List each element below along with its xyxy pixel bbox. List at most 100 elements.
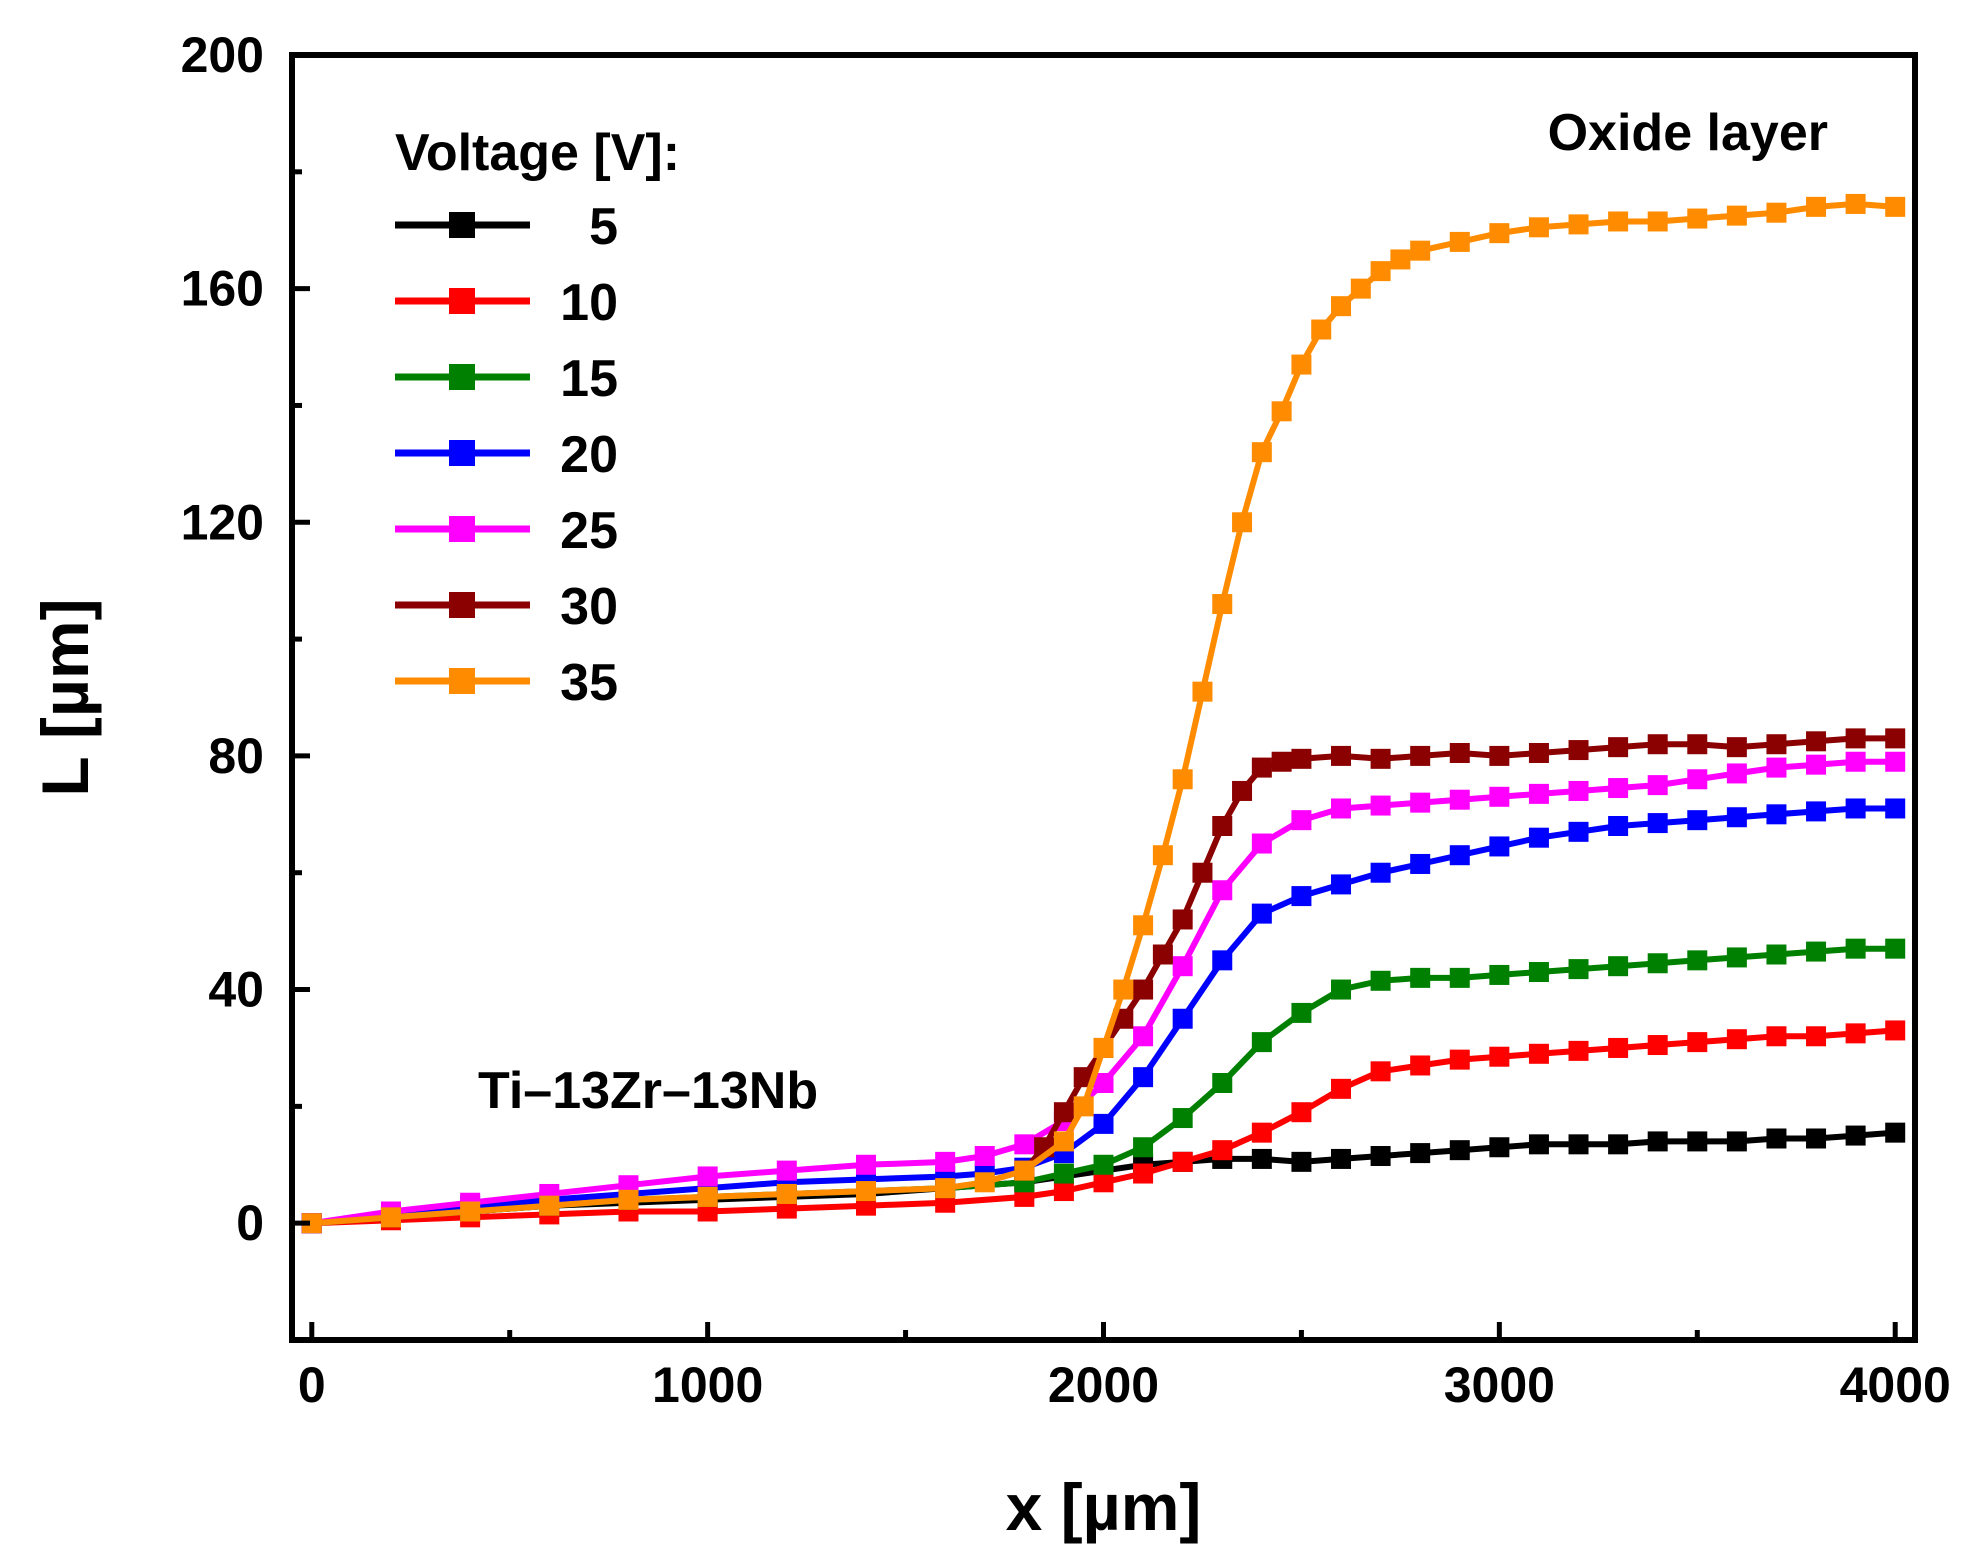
data-point <box>1806 1026 1827 1047</box>
data-point <box>1845 1023 1866 1044</box>
legend-label: 30 <box>560 578 618 636</box>
legend-item-30: 30 <box>395 578 618 636</box>
data-point <box>1133 1137 1154 1158</box>
data-point <box>1291 748 1312 769</box>
data-point <box>1053 1163 1074 1184</box>
data-point <box>1766 944 1787 965</box>
data-point <box>1331 1148 1352 1169</box>
data-point <box>1568 740 1589 761</box>
data-point <box>1449 1049 1470 1070</box>
legend-item-5: 5 <box>395 198 618 256</box>
data-point <box>1528 962 1549 983</box>
data-point <box>1232 780 1253 801</box>
data-point <box>1271 751 1292 772</box>
data-point <box>1726 1131 1747 1152</box>
legend-item-10: 10 <box>395 274 618 332</box>
data-point <box>1410 792 1431 813</box>
data-point <box>1133 1026 1154 1047</box>
data-point <box>1647 1131 1668 1152</box>
data-point <box>1331 798 1352 819</box>
data-point <box>1093 1073 1114 1093</box>
legend-label: 35 <box>560 654 618 712</box>
data-point <box>935 1178 956 1199</box>
data-point <box>1687 950 1708 971</box>
data-point <box>1390 249 1411 270</box>
data-point <box>776 1183 797 1204</box>
data-point <box>1608 1037 1629 1058</box>
data-point <box>1271 401 1292 422</box>
series-35 <box>301 193 1906 1234</box>
data-point <box>1489 786 1510 807</box>
y-tick-label: 120 <box>181 494 264 550</box>
data-point <box>301 1213 322 1234</box>
data-point <box>1489 745 1510 766</box>
data-point <box>1251 757 1272 778</box>
data-point <box>1845 728 1866 749</box>
data-point <box>1766 202 1787 223</box>
data-point <box>1687 1131 1708 1152</box>
legend-label: 15 <box>560 350 618 408</box>
data-point <box>1172 769 1193 790</box>
data-point <box>1885 1020 1906 1041</box>
data-point <box>1726 947 1747 968</box>
data-point <box>1212 950 1233 971</box>
data-point <box>1647 813 1668 834</box>
data-point <box>1647 775 1668 796</box>
data-point <box>1291 1151 1312 1172</box>
data-point <box>1053 1181 1074 1202</box>
x-axis-title: x [µm] <box>1006 1470 1202 1544</box>
data-point <box>1687 208 1708 229</box>
data-point <box>1291 810 1312 831</box>
data-point <box>1687 1032 1708 1053</box>
data-point <box>1410 240 1431 261</box>
legend-marker <box>449 668 475 694</box>
data-point <box>1093 1172 1114 1193</box>
data-point <box>1568 1040 1589 1061</box>
data-point <box>1291 1002 1312 1023</box>
data-point <box>1687 810 1708 831</box>
data-point <box>1568 821 1589 842</box>
data-point <box>1251 1032 1272 1053</box>
data-point <box>1014 1134 1035 1155</box>
data-point <box>1291 354 1312 375</box>
data-point <box>1133 1163 1154 1184</box>
data-point <box>1449 845 1470 866</box>
data-point <box>380 1207 401 1228</box>
x-tick-label: 1000 <box>652 1357 763 1413</box>
data-point <box>1687 769 1708 790</box>
data-point <box>855 1154 876 1175</box>
y-tick-label: 200 <box>181 27 264 83</box>
data-point <box>776 1160 797 1181</box>
data-point <box>1370 1146 1391 1167</box>
data-point <box>1806 196 1827 217</box>
data-point <box>1726 1029 1747 1050</box>
data-point <box>1093 1037 1114 1058</box>
legend-marker <box>449 288 475 314</box>
data-point <box>539 1195 560 1216</box>
legend-label: 10 <box>560 274 618 332</box>
data-point <box>1726 737 1747 758</box>
data-point <box>935 1151 956 1172</box>
data-point <box>1885 196 1906 217</box>
series-30 <box>1014 728 1906 1181</box>
data-point <box>1172 909 1193 930</box>
data-point <box>618 1189 639 1210</box>
data-point <box>1370 862 1391 883</box>
data-point <box>1331 1078 1352 1099</box>
annotation-oxide-layer: Oxide layer <box>1548 104 1828 162</box>
data-point <box>1647 953 1668 974</box>
data-point <box>1608 737 1629 758</box>
legend-label: 5 <box>589 198 618 256</box>
x-tick-label: 2000 <box>1048 1357 1159 1413</box>
data-point <box>1291 886 1312 907</box>
y-tick-label: 160 <box>181 261 264 317</box>
series-layer <box>301 193 1906 1234</box>
data-point <box>1410 1143 1431 1164</box>
data-point <box>1806 731 1827 752</box>
x-tick-label: 0 <box>298 1357 326 1413</box>
data-point <box>1449 1140 1470 1161</box>
data-point <box>1885 798 1906 819</box>
data-point <box>1014 1160 1035 1181</box>
data-point <box>1053 1131 1074 1152</box>
data-point <box>1528 783 1549 804</box>
